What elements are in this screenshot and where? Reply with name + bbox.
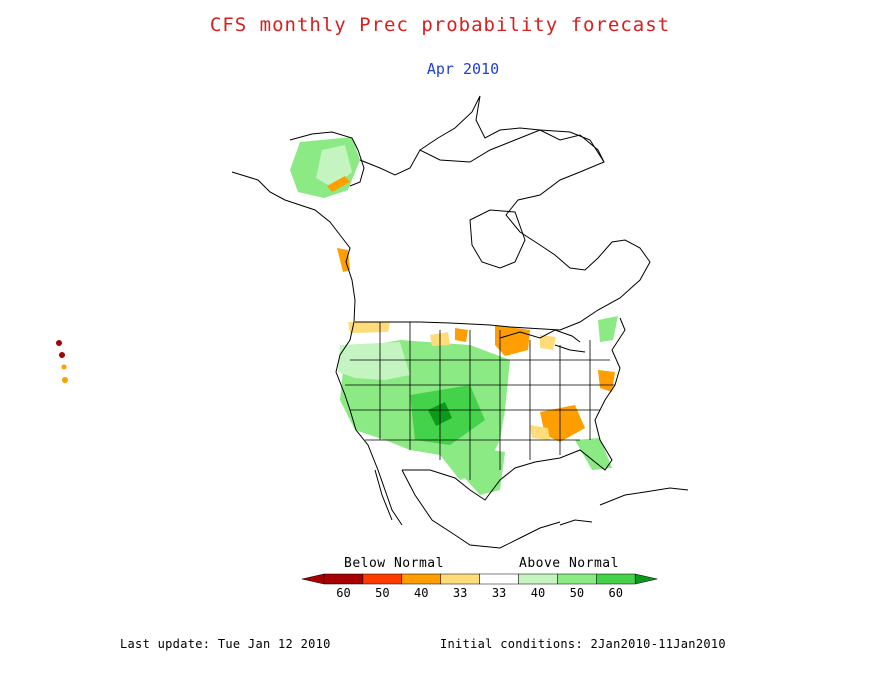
legend-bin-label: 60 bbox=[609, 586, 623, 600]
great-lakes-light-below-region bbox=[540, 335, 556, 350]
southeast-below-normal-region bbox=[540, 405, 585, 442]
map-subtitle: Apr 2010 bbox=[426, 60, 500, 78]
alaska-below-normal-spot bbox=[327, 176, 350, 192]
hawaii-islands bbox=[56, 340, 68, 383]
legend-bin-swatch bbox=[557, 573, 597, 585]
northern-border-below-normal-1 bbox=[348, 322, 390, 333]
last-update-text: Last update: Tue Jan 12 2010 bbox=[120, 637, 331, 651]
legend-bin-swatch bbox=[440, 573, 480, 585]
map-title: CFS monthly Prec probability forecast bbox=[209, 14, 671, 36]
legend-bin-swatch bbox=[362, 573, 403, 585]
land-outlines bbox=[231, 95, 689, 549]
florida-above-normal-region bbox=[575, 438, 612, 470]
state-borders bbox=[345, 322, 615, 480]
legend-above-extreme-arrow bbox=[634, 573, 658, 585]
canada-arctic-outline bbox=[355, 129, 651, 331]
southeast-light-below-region bbox=[530, 425, 550, 440]
legend-bin-label: 33 bbox=[453, 586, 467, 600]
legend-below-extreme-arrow bbox=[301, 573, 325, 585]
legend-bin-swatch bbox=[596, 573, 636, 585]
east-coast-below-normal-region bbox=[598, 370, 615, 392]
legend-bin-label: 40 bbox=[531, 586, 545, 600]
legend-bin-label: 50 bbox=[375, 586, 389, 600]
caribbean-islands-outline bbox=[559, 487, 689, 526]
hudson-bay-outline bbox=[469, 209, 526, 269]
northeast-above-normal-region bbox=[598, 316, 618, 342]
texas-above-normal-region bbox=[460, 445, 505, 495]
pacific-nw-below-normal-region bbox=[337, 248, 350, 272]
us-south-outline bbox=[402, 317, 626, 501]
legend-above-normal-label: Above Normal bbox=[519, 556, 619, 571]
arctic-islands-outline bbox=[419, 95, 605, 163]
northern-border-below-normal-2 bbox=[455, 328, 468, 342]
initial-conditions-text: Initial conditions: 2Jan2010-11Jan2010 bbox=[440, 637, 726, 651]
legend-bin-label: 60 bbox=[336, 586, 350, 600]
legend-bin-swatch bbox=[323, 573, 364, 585]
legend-below-normal-label: Below Normal bbox=[344, 556, 444, 571]
legend-bin-label: 33 bbox=[492, 586, 506, 600]
legend-bin-swatch bbox=[401, 573, 441, 585]
us-west-coast-outline bbox=[335, 321, 403, 526]
legend-bin-label: 50 bbox=[570, 586, 584, 600]
legend-bin-swatch bbox=[518, 573, 558, 585]
mexico-outline bbox=[374, 469, 561, 549]
legend-bin-label: 40 bbox=[414, 586, 428, 600]
alaska-outline bbox=[231, 131, 365, 323]
legend-bin-swatch bbox=[479, 573, 519, 585]
western-us-light-green-region bbox=[338, 342, 410, 380]
